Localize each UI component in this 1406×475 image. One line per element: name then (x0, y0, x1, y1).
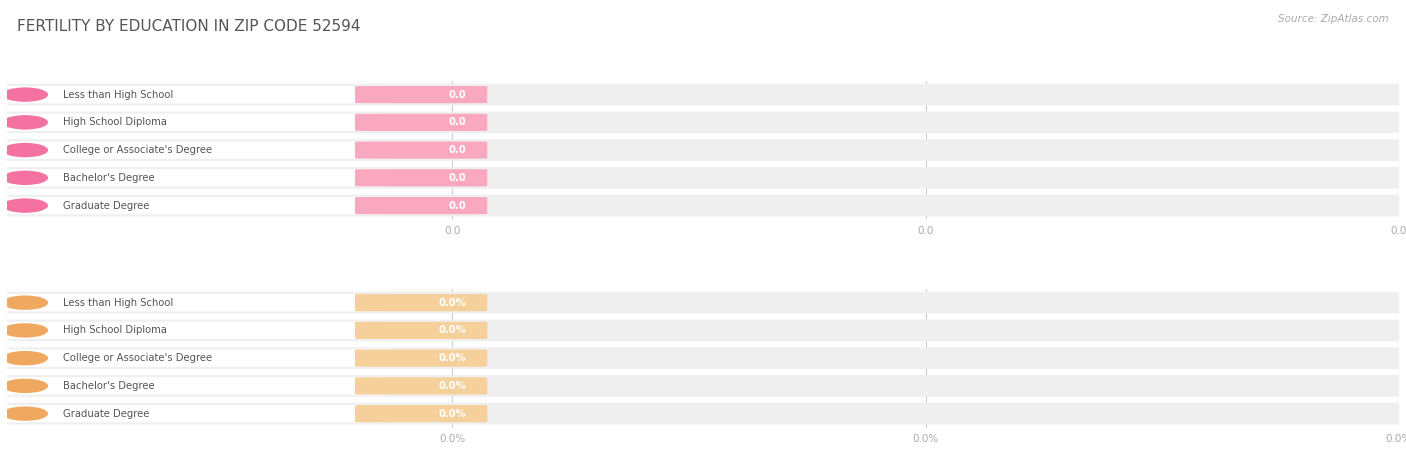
Text: 0.0: 0.0 (449, 173, 467, 183)
FancyBboxPatch shape (0, 377, 389, 395)
FancyBboxPatch shape (0, 375, 1406, 397)
Text: Source: ZipAtlas.com: Source: ZipAtlas.com (1278, 14, 1389, 24)
Text: College or Associate's Degree: College or Associate's Degree (63, 353, 212, 363)
Text: FERTILITY BY EDUCATION IN ZIP CODE 52594: FERTILITY BY EDUCATION IN ZIP CODE 52594 (17, 19, 360, 34)
FancyBboxPatch shape (0, 405, 389, 422)
FancyBboxPatch shape (354, 322, 488, 339)
Text: 0.0: 0.0 (449, 90, 467, 100)
Text: 0.0%: 0.0% (439, 435, 465, 445)
Text: High School Diploma: High School Diploma (63, 117, 166, 127)
Text: 0.0: 0.0 (449, 200, 467, 210)
Ellipse shape (3, 295, 48, 310)
Text: 0.0: 0.0 (1391, 227, 1406, 237)
Text: 0.0%: 0.0% (439, 408, 467, 418)
FancyBboxPatch shape (0, 403, 1406, 425)
Ellipse shape (3, 323, 48, 338)
Text: 0.0%: 0.0% (439, 298, 467, 308)
Text: 0.0%: 0.0% (439, 325, 467, 335)
FancyBboxPatch shape (354, 350, 488, 367)
Text: 0.0%: 0.0% (439, 381, 467, 391)
Text: Graduate Degree: Graduate Degree (63, 408, 149, 418)
FancyBboxPatch shape (0, 142, 389, 159)
Text: Bachelor's Degree: Bachelor's Degree (63, 173, 155, 183)
FancyBboxPatch shape (354, 169, 488, 187)
FancyBboxPatch shape (0, 84, 1406, 105)
FancyBboxPatch shape (0, 139, 1406, 161)
Ellipse shape (3, 171, 48, 185)
FancyBboxPatch shape (354, 197, 488, 214)
FancyBboxPatch shape (354, 405, 488, 422)
FancyBboxPatch shape (0, 112, 1406, 133)
Text: 0.0: 0.0 (444, 227, 461, 237)
FancyBboxPatch shape (354, 86, 488, 103)
Text: 0.0%: 0.0% (1386, 435, 1406, 445)
Text: High School Diploma: High School Diploma (63, 325, 166, 335)
FancyBboxPatch shape (0, 294, 389, 312)
FancyBboxPatch shape (0, 322, 389, 339)
FancyBboxPatch shape (0, 167, 1406, 189)
FancyBboxPatch shape (0, 114, 389, 131)
Text: Less than High School: Less than High School (63, 298, 173, 308)
Text: Bachelor's Degree: Bachelor's Degree (63, 381, 155, 391)
Text: 0.0: 0.0 (918, 227, 934, 237)
Ellipse shape (3, 407, 48, 421)
FancyBboxPatch shape (0, 350, 389, 367)
Ellipse shape (3, 351, 48, 365)
Ellipse shape (3, 379, 48, 393)
FancyBboxPatch shape (354, 114, 488, 131)
Text: 0.0: 0.0 (449, 117, 467, 127)
Text: Less than High School: Less than High School (63, 90, 173, 100)
FancyBboxPatch shape (354, 294, 488, 311)
Text: Graduate Degree: Graduate Degree (63, 200, 149, 210)
FancyBboxPatch shape (354, 377, 488, 395)
FancyBboxPatch shape (0, 320, 1406, 341)
FancyBboxPatch shape (0, 169, 389, 187)
Ellipse shape (3, 115, 48, 130)
FancyBboxPatch shape (354, 142, 488, 159)
FancyBboxPatch shape (0, 197, 389, 214)
FancyBboxPatch shape (0, 195, 1406, 217)
Ellipse shape (3, 199, 48, 213)
Text: 0.0: 0.0 (449, 145, 467, 155)
Ellipse shape (3, 87, 48, 102)
Text: College or Associate's Degree: College or Associate's Degree (63, 145, 212, 155)
FancyBboxPatch shape (0, 347, 1406, 369)
Text: 0.0%: 0.0% (439, 353, 467, 363)
FancyBboxPatch shape (0, 292, 1406, 314)
Text: 0.0%: 0.0% (912, 435, 939, 445)
FancyBboxPatch shape (0, 86, 389, 104)
Ellipse shape (3, 143, 48, 157)
